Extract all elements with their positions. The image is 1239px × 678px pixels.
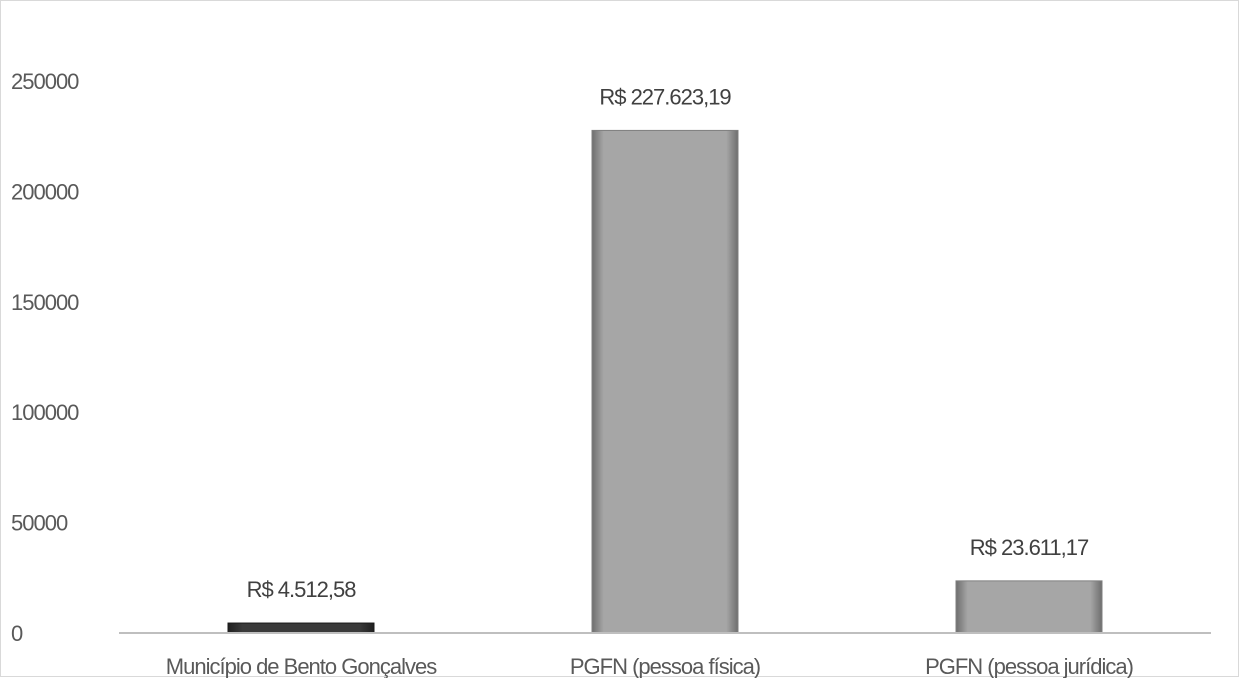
- y-tick-label: 100000: [11, 400, 79, 425]
- data-label: R$ 4.512,58: [247, 577, 357, 602]
- x-category-label: Município de Bento Gonçalves: [166, 654, 437, 678]
- bar: [956, 581, 1102, 633]
- bar: [228, 623, 374, 633]
- y-tick-label: 250000: [11, 69, 79, 94]
- data-label: R$ 23.611,17: [970, 535, 1089, 560]
- y-tick-label: 150000: [11, 290, 79, 315]
- y-tick-label: 200000: [11, 179, 79, 204]
- data-label: R$ 227.623,19: [599, 84, 731, 109]
- bar: [592, 130, 738, 633]
- y-tick-label: 50000: [11, 511, 68, 536]
- y-tick-label: 0: [11, 621, 23, 646]
- x-category-label: PGFN (pessoa jurídica): [925, 654, 1133, 678]
- x-category-label: PGFN (pessoa física): [570, 654, 760, 678]
- y-axis: 0 50000 100000 150000 200000 250000: [11, 69, 79, 646]
- x-axis: Município de Bento Gonçalves PGFN (pessoa…: [166, 654, 1133, 678]
